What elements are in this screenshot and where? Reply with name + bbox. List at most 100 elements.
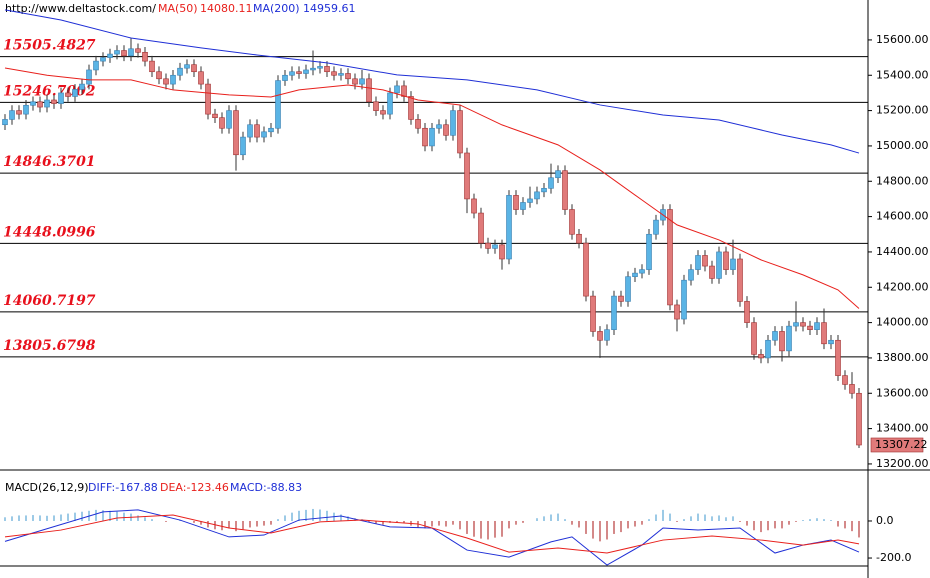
candle-body xyxy=(499,244,505,260)
candle-body xyxy=(800,322,806,327)
candle-body xyxy=(93,60,99,71)
candle-body xyxy=(709,265,715,279)
candle-body xyxy=(786,325,792,352)
candle-body xyxy=(30,101,36,106)
candle-body xyxy=(597,331,603,341)
candle-body xyxy=(681,279,687,320)
candle-body xyxy=(793,322,799,327)
candle-body xyxy=(401,85,407,97)
y-tick-label: 14400.00 xyxy=(876,245,929,258)
candle-body xyxy=(716,251,722,279)
legend-name: MA(50) xyxy=(158,2,198,15)
candle-body xyxy=(541,188,547,193)
candle-body xyxy=(450,110,456,136)
candle-body xyxy=(128,48,134,57)
candle-body xyxy=(100,57,106,62)
candle-body xyxy=(86,69,92,85)
candle-body xyxy=(135,48,141,53)
candle-body xyxy=(702,255,708,267)
y-tick-label: 15600.00 xyxy=(876,33,929,46)
candle-body xyxy=(219,117,225,129)
level-label: 14846.3701 xyxy=(3,154,96,170)
candle-body xyxy=(744,301,750,323)
candle-body xyxy=(114,50,120,55)
candle-body xyxy=(289,71,295,76)
candle-body xyxy=(408,96,414,120)
y-tick-label: 13800.00 xyxy=(876,351,929,364)
macd-line xyxy=(4,514,860,554)
candle-body xyxy=(765,339,771,359)
last-price: 13307.22 xyxy=(875,438,928,451)
macd-legend-name: DEA: xyxy=(160,481,186,494)
candle-body xyxy=(317,66,323,69)
candle-body xyxy=(212,113,218,118)
legend-value: 14080.11 xyxy=(200,2,253,15)
last-price-box xyxy=(870,437,924,453)
y-tick-label: 14600.00 xyxy=(876,210,929,223)
candle-body xyxy=(513,195,519,210)
candle-body xyxy=(310,67,316,71)
candle-body xyxy=(2,119,8,126)
candle-body xyxy=(205,83,211,115)
candle-body xyxy=(303,69,309,74)
candle-body xyxy=(58,92,64,104)
y-tick-label: 15000.00 xyxy=(876,139,929,152)
legend-name: MA(200) xyxy=(253,2,300,15)
candle-body xyxy=(254,124,260,138)
candle-body xyxy=(569,209,575,235)
candle-body xyxy=(632,272,638,277)
candle-body xyxy=(422,127,428,147)
candle-body xyxy=(611,295,617,330)
candle-body xyxy=(121,50,127,57)
candle-body xyxy=(779,331,785,352)
candle-body xyxy=(352,78,358,85)
candle-body xyxy=(646,233,652,270)
candle-body xyxy=(828,339,834,345)
candle-body xyxy=(457,110,463,154)
candle-body xyxy=(156,71,162,80)
y-tick-label: 14800.00 xyxy=(876,174,929,187)
level-label: 14448.0996 xyxy=(3,224,96,240)
candle-body xyxy=(268,127,274,133)
y-tick-label: 13600.00 xyxy=(876,386,929,399)
candle-body xyxy=(485,242,491,249)
y-tick-label: 13400.00 xyxy=(876,422,929,435)
candle-body xyxy=(737,258,743,302)
macd-legend: DEA:-123.46 xyxy=(160,481,229,494)
candle-body xyxy=(44,99,50,108)
candle-body xyxy=(37,101,43,108)
candle-body xyxy=(170,74,176,85)
candle-body xyxy=(639,269,645,274)
macd-legend-value: -167.88 xyxy=(115,481,157,494)
y-tick-label: 14200.00 xyxy=(876,280,929,293)
candle-body xyxy=(478,212,484,244)
y-tick-label: 13200.00 xyxy=(876,457,929,470)
candle-body xyxy=(338,73,344,76)
level-label: 13805.6798 xyxy=(3,338,96,354)
candle-body xyxy=(282,74,288,81)
candle-body xyxy=(821,322,827,345)
ma-line xyxy=(4,67,860,309)
macd-legend-name: DIFF: xyxy=(88,481,115,494)
candle-body xyxy=(163,78,169,85)
candle-body xyxy=(72,89,78,97)
candle-body xyxy=(380,110,386,115)
candle-body xyxy=(324,66,330,73)
candle-body xyxy=(177,67,183,76)
candle-body xyxy=(730,258,736,270)
candle-body xyxy=(562,170,568,210)
candle-body xyxy=(695,255,701,270)
candle-body xyxy=(548,177,554,189)
candle-body xyxy=(688,269,694,281)
candle-body xyxy=(772,331,778,341)
y-tick-label: 14000.00 xyxy=(876,316,929,329)
candle-body xyxy=(492,244,498,249)
candle-body xyxy=(149,60,155,73)
candle-body xyxy=(226,110,232,129)
candle-body xyxy=(527,198,533,203)
candle-body xyxy=(667,209,673,306)
candle-body xyxy=(464,152,470,200)
macd-legend: DIFF:-167.88 xyxy=(88,481,158,494)
candle-body xyxy=(443,124,449,136)
candle-body xyxy=(65,92,71,97)
